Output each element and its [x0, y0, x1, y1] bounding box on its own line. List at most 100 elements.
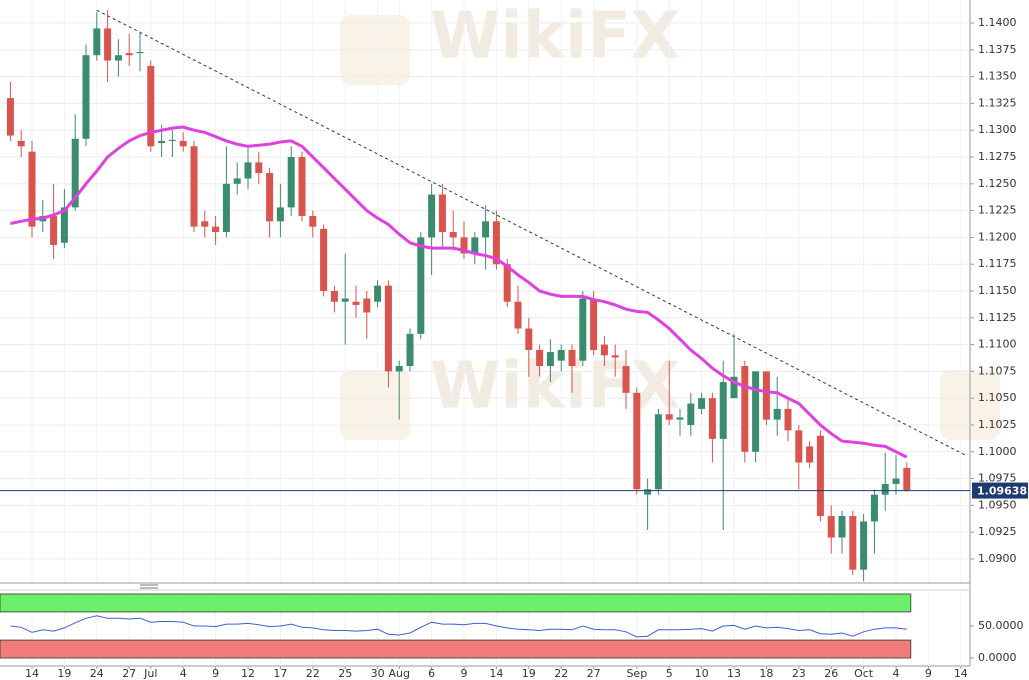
x-tick-label: 13	[727, 667, 741, 680]
candle-body	[600, 344, 608, 356]
candle-body	[287, 157, 295, 208]
candle-body	[590, 298, 598, 350]
candle-body	[168, 139, 176, 141]
candle-body	[762, 371, 770, 420]
candle-body	[363, 298, 371, 313]
candle-body	[482, 221, 490, 238]
candle-body	[222, 183, 230, 233]
y-tick-label: 1.1350	[978, 70, 1017, 83]
candle-body	[201, 221, 209, 227]
y-tick-label: 1.1250	[978, 177, 1017, 190]
y-tick-label: 1.1075	[978, 364, 1017, 377]
candle-body	[71, 138, 79, 208]
candle-body	[309, 215, 317, 227]
y-tick-label: 1.1200	[978, 230, 1017, 243]
candle-body	[611, 355, 619, 358]
x-tick-label: Sep	[626, 667, 647, 680]
watermark-logo	[340, 370, 410, 440]
candle-body	[244, 162, 252, 179]
x-tick-label: Aug	[388, 667, 409, 680]
candle-body	[676, 417, 684, 420]
candle-body	[449, 232, 457, 238]
candle-body	[806, 446, 814, 463]
candle-body	[190, 146, 198, 227]
y-tick-label: 1.0975	[978, 472, 1017, 485]
candle-body	[784, 408, 792, 431]
candle-body	[579, 298, 587, 361]
candle-body	[179, 140, 187, 147]
y-tick-label: 1.1325	[978, 96, 1017, 109]
candle-body	[881, 483, 889, 495]
last-price-box	[972, 482, 1028, 499]
candle-body	[104, 28, 112, 61]
candle-body	[374, 285, 382, 302]
y-tick-label: 1.1400	[978, 16, 1017, 29]
candle-body	[158, 140, 166, 144]
y-tick-label: 1.1375	[978, 43, 1017, 56]
y-tick-label: 0.0000	[978, 651, 1017, 664]
candle-body	[849, 516, 857, 570]
candle-body	[320, 228, 328, 291]
x-tick-label: 25	[338, 667, 352, 680]
candle-body	[795, 430, 803, 463]
x-tick-label: 19	[57, 667, 71, 680]
candle-body	[147, 65, 155, 147]
candle-body	[741, 366, 749, 452]
y-tick-label: 1.1175	[978, 257, 1017, 270]
candle-body	[125, 53, 133, 56]
candle-body	[93, 28, 101, 56]
candle-body	[903, 467, 911, 491]
candle-body	[687, 403, 695, 425]
x-tick-label: 6	[428, 667, 435, 680]
candle-body	[28, 151, 36, 227]
x-tick-label: 9	[925, 667, 932, 680]
x-tick-label: 4	[180, 667, 187, 680]
candle-body	[460, 237, 468, 254]
candle-body	[557, 349, 565, 361]
y-tick-label: 1.0900	[978, 552, 1017, 565]
y-tick-label: 1.1100	[978, 338, 1017, 351]
y-tick-label: 1.1025	[978, 418, 1017, 431]
moving-average	[10, 125, 908, 459]
x-tick-label: 26	[824, 667, 838, 680]
y-tick-label: 1.1225	[978, 204, 1017, 217]
candle-body	[870, 494, 878, 522]
candle-body	[665, 414, 673, 420]
y-tick-label: 1.1300	[978, 123, 1017, 136]
y-tick-label: 1.1150	[978, 284, 1017, 297]
y-tick-label: 1.1125	[978, 311, 1017, 324]
candle-body	[644, 489, 652, 495]
oscillator-zone	[0, 639, 912, 659]
x-tick-label: 10	[695, 667, 709, 680]
x-tick-label: 30	[371, 667, 385, 680]
candle-body	[114, 55, 122, 61]
candle-body	[276, 207, 284, 222]
candle-body	[503, 264, 511, 302]
candle-body	[395, 366, 403, 372]
candle-body	[492, 221, 500, 265]
y-tick-label: 1.1050	[978, 391, 1017, 404]
y-tick-label: 1.1275	[978, 150, 1017, 163]
x-tick-label: 5	[666, 667, 673, 680]
candle-body	[298, 157, 306, 216]
candle-body	[622, 366, 630, 393]
trendline	[96, 9, 966, 456]
candle-body	[568, 349, 576, 367]
candle-body	[471, 237, 479, 254]
x-tick-label: 9	[212, 667, 219, 680]
candle-body	[330, 291, 338, 302]
x-tick-label: 9	[461, 667, 468, 680]
candle-body	[860, 521, 868, 570]
watermark: WikiFX	[430, 350, 680, 424]
x-tick-label: 19	[522, 667, 536, 680]
candle-body	[536, 349, 544, 367]
candle-body	[708, 398, 716, 439]
x-tick-label: 14	[25, 667, 39, 680]
x-tick-label: 23	[792, 667, 806, 680]
oscillator-zone	[0, 593, 912, 613]
candle-body	[17, 140, 25, 147]
candle-body	[816, 435, 824, 517]
x-tick-label: 12	[241, 667, 255, 680]
candle-body	[514, 301, 522, 329]
candle-body	[827, 516, 835, 538]
